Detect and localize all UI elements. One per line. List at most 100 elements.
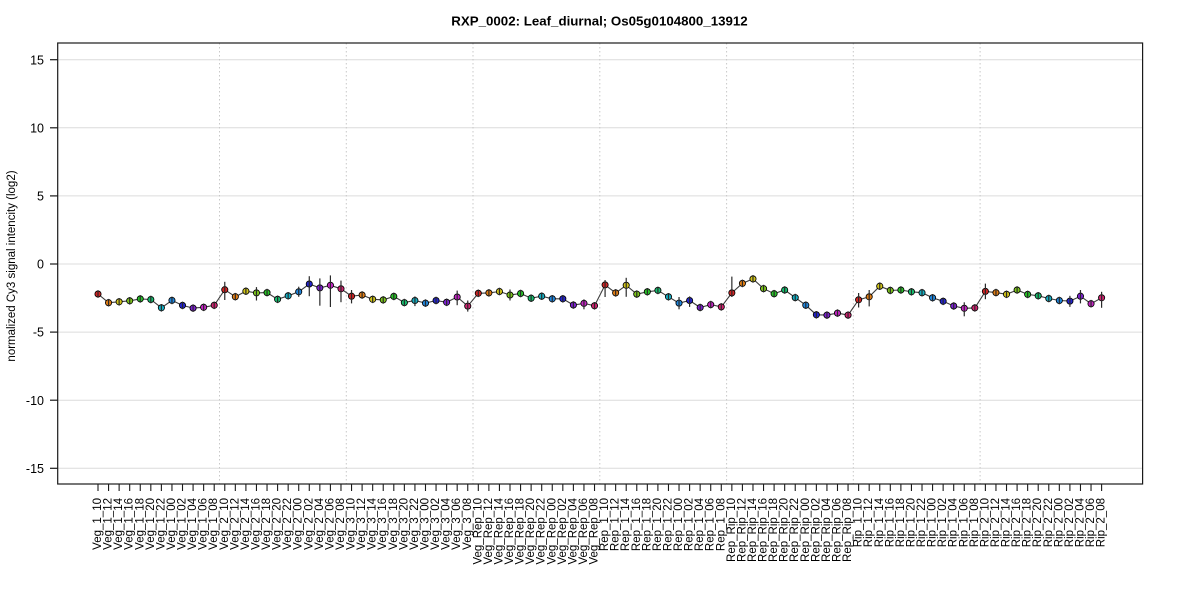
svg-text:Rep_Rip_22: Rep_Rip_22 bbox=[789, 498, 801, 562]
svg-text:Veg_Rep_08: Veg_Rep_08 bbox=[589, 498, 601, 565]
svg-text:Veg_3_04: Veg_3_04 bbox=[441, 497, 453, 549]
svg-text:Veg_2_20: Veg_2_20 bbox=[272, 498, 284, 550]
svg-text:Rep_1_12: Rep_1_12 bbox=[610, 498, 622, 551]
svg-text:-10: -10 bbox=[26, 394, 44, 408]
svg-text:Rep_1_20: Rep_1_20 bbox=[652, 498, 664, 551]
svg-text:Veg_Rep_12: Veg_Rep_12 bbox=[483, 498, 495, 565]
svg-text:Veg_2_04: Veg_2_04 bbox=[314, 497, 326, 549]
svg-text:Veg_Rep_16: Veg_Rep_16 bbox=[504, 498, 516, 565]
svg-text:Rep_1_22: Rep_1_22 bbox=[662, 498, 674, 551]
svg-text:Rep_Rip_16: Rep_Rip_16 bbox=[758, 498, 770, 562]
svg-text:Veg_3_00: Veg_3_00 bbox=[419, 498, 431, 550]
svg-text:Veg_3_22: Veg_3_22 bbox=[409, 498, 421, 550]
svg-text:Veg_1_06: Veg_1_06 bbox=[198, 498, 210, 550]
svg-text:-5: -5 bbox=[33, 326, 44, 340]
svg-text:Rip_1_04: Rip_1_04 bbox=[948, 497, 960, 547]
svg-text:Veg_3_20: Veg_3_20 bbox=[398, 498, 410, 550]
svg-text:Rip_2_08: Rip_2_08 bbox=[1096, 498, 1108, 547]
svg-text:Rep_Rip_08: Rep_Rip_08 bbox=[842, 498, 854, 562]
svg-text:Veg_Rep_04: Veg_Rep_04 bbox=[567, 497, 579, 564]
svg-text:Rip_2_22: Rip_2_22 bbox=[1043, 498, 1055, 547]
svg-text:10: 10 bbox=[30, 121, 44, 135]
svg-text:Rep_1_18: Rep_1_18 bbox=[641, 498, 653, 551]
svg-text:Veg_2_22: Veg_2_22 bbox=[282, 498, 294, 550]
svg-text:Veg_Rep_10: Veg_Rep_10 bbox=[472, 498, 484, 565]
svg-text:Veg_Rep_18: Veg_Rep_18 bbox=[515, 498, 527, 565]
svg-text:Rep_1_08: Rep_1_08 bbox=[715, 498, 727, 551]
svg-text:Rip_2_04: Rip_2_04 bbox=[1074, 497, 1086, 547]
svg-text:RXP_0002: Leaf_diurnal; Os05g0: RXP_0002: Leaf_diurnal; Os05g0104800_139… bbox=[451, 14, 747, 29]
svg-text:Veg_3_08: Veg_3_08 bbox=[462, 498, 474, 550]
svg-text:Rep_1_02: Rep_1_02 bbox=[684, 498, 696, 551]
svg-text:-15: -15 bbox=[26, 462, 44, 476]
svg-text:Rip_2_06: Rip_2_06 bbox=[1085, 498, 1097, 547]
svg-text:Veg_3_10: Veg_3_10 bbox=[346, 498, 358, 550]
svg-text:Veg_3_14: Veg_3_14 bbox=[367, 497, 379, 549]
svg-text:Veg_2_12: Veg_2_12 bbox=[229, 498, 241, 550]
svg-text:Rep_Rip_10: Rep_Rip_10 bbox=[726, 498, 738, 562]
svg-text:Veg_2_00: Veg_2_00 bbox=[293, 498, 305, 550]
svg-text:Rip_1_08: Rip_1_08 bbox=[969, 498, 981, 547]
svg-text:Rep_1_00: Rep_1_00 bbox=[673, 498, 685, 551]
svg-text:Veg_2_08: Veg_2_08 bbox=[335, 498, 347, 550]
svg-text:Veg_2_02: Veg_2_02 bbox=[303, 498, 315, 550]
svg-text:Veg_3_12: Veg_3_12 bbox=[356, 498, 368, 550]
svg-text:Rip_2_20: Rip_2_20 bbox=[1032, 498, 1044, 547]
svg-text:Rep_Rip_00: Rep_Rip_00 bbox=[800, 498, 812, 562]
svg-text:Veg_1_04: Veg_1_04 bbox=[187, 497, 199, 549]
svg-text:Veg_1_20: Veg_1_20 bbox=[145, 498, 157, 550]
svg-text:Rip_2_16: Rip_2_16 bbox=[1011, 498, 1023, 547]
svg-text:Rep_Rip_04: Rep_Rip_04 bbox=[821, 497, 833, 562]
svg-text:Veg_3_16: Veg_3_16 bbox=[377, 498, 389, 550]
svg-text:15: 15 bbox=[30, 53, 44, 67]
svg-text:Rep_1_14: Rep_1_14 bbox=[620, 497, 632, 551]
svg-text:Veg_Rep_02: Veg_Rep_02 bbox=[557, 498, 569, 565]
svg-text:Veg_Rep_20: Veg_Rep_20 bbox=[525, 498, 537, 565]
svg-text:Veg_Rep_06: Veg_Rep_06 bbox=[578, 498, 590, 565]
svg-text:Veg_2_10: Veg_2_10 bbox=[219, 498, 231, 550]
svg-text:Veg_2_18: Veg_2_18 bbox=[261, 498, 273, 550]
svg-text:Veg_Rep_14: Veg_Rep_14 bbox=[493, 497, 505, 564]
svg-text:Rip_1_02: Rip_1_02 bbox=[937, 498, 949, 547]
svg-text:Rip_2_10: Rip_2_10 bbox=[979, 498, 991, 547]
svg-text:Rip_1_10: Rip_1_10 bbox=[853, 498, 865, 547]
svg-text:Rep_Rip_18: Rep_Rip_18 bbox=[768, 498, 780, 562]
svg-text:Veg_1_16: Veg_1_16 bbox=[124, 498, 136, 550]
svg-text:Rip_2_02: Rip_2_02 bbox=[1064, 498, 1076, 547]
svg-text:Veg_3_02: Veg_3_02 bbox=[430, 498, 442, 550]
svg-text:Rep_Rip_02: Rep_Rip_02 bbox=[810, 498, 822, 562]
svg-text:Rep_1_06: Rep_1_06 bbox=[705, 498, 717, 551]
svg-text:Veg_1_22: Veg_1_22 bbox=[155, 498, 167, 550]
svg-text:Rip_1_06: Rip_1_06 bbox=[958, 498, 970, 547]
svg-text:Veg_Rep_00: Veg_Rep_00 bbox=[546, 498, 558, 565]
svg-text:Veg_1_10: Veg_1_10 bbox=[92, 498, 104, 550]
svg-text:Veg_2_06: Veg_2_06 bbox=[324, 498, 336, 550]
svg-text:Veg_3_18: Veg_3_18 bbox=[388, 498, 400, 550]
svg-text:0: 0 bbox=[37, 258, 44, 272]
svg-text:Rip_1_16: Rip_1_16 bbox=[884, 498, 896, 547]
svg-text:Rip_1_18: Rip_1_18 bbox=[895, 498, 907, 547]
svg-text:Rep_1_10: Rep_1_10 bbox=[599, 498, 611, 551]
svg-text:Rep_Rip_20: Rep_Rip_20 bbox=[779, 498, 791, 562]
svg-text:Veg_1_00: Veg_1_00 bbox=[166, 498, 178, 550]
svg-text:Veg_2_14: Veg_2_14 bbox=[240, 497, 252, 549]
svg-text:Rip_1_12: Rip_1_12 bbox=[863, 498, 875, 547]
svg-text:Rip_1_20: Rip_1_20 bbox=[905, 498, 917, 547]
svg-text:Veg_1_18: Veg_1_18 bbox=[134, 498, 146, 550]
svg-text:Rip_2_18: Rip_2_18 bbox=[1022, 498, 1034, 547]
svg-text:Rep_Rip_06: Rep_Rip_06 bbox=[831, 498, 843, 562]
svg-text:Rip_1_14: Rip_1_14 bbox=[874, 497, 886, 547]
svg-text:Veg_1_14: Veg_1_14 bbox=[113, 497, 125, 549]
svg-text:Rip_1_00: Rip_1_00 bbox=[927, 498, 939, 547]
svg-text:5: 5 bbox=[37, 190, 44, 204]
svg-text:Veg_Rep_22: Veg_Rep_22 bbox=[536, 498, 548, 565]
svg-text:Rep_1_16: Rep_1_16 bbox=[631, 498, 643, 551]
svg-text:Veg_2_16: Veg_2_16 bbox=[250, 498, 262, 550]
svg-text:normalized Cy3 signal intencit: normalized Cy3 signal intencity (log2) bbox=[6, 170, 18, 361]
svg-text:Veg_1_08: Veg_1_08 bbox=[208, 498, 220, 550]
svg-text:Rep_Rip_12: Rep_Rip_12 bbox=[736, 498, 748, 562]
svg-text:Rip_2_00: Rip_2_00 bbox=[1053, 498, 1065, 547]
svg-text:Rep_1_04: Rep_1_04 bbox=[694, 497, 706, 551]
svg-text:Veg_1_02: Veg_1_02 bbox=[177, 498, 189, 550]
svg-text:Veg_3_06: Veg_3_06 bbox=[451, 498, 463, 550]
